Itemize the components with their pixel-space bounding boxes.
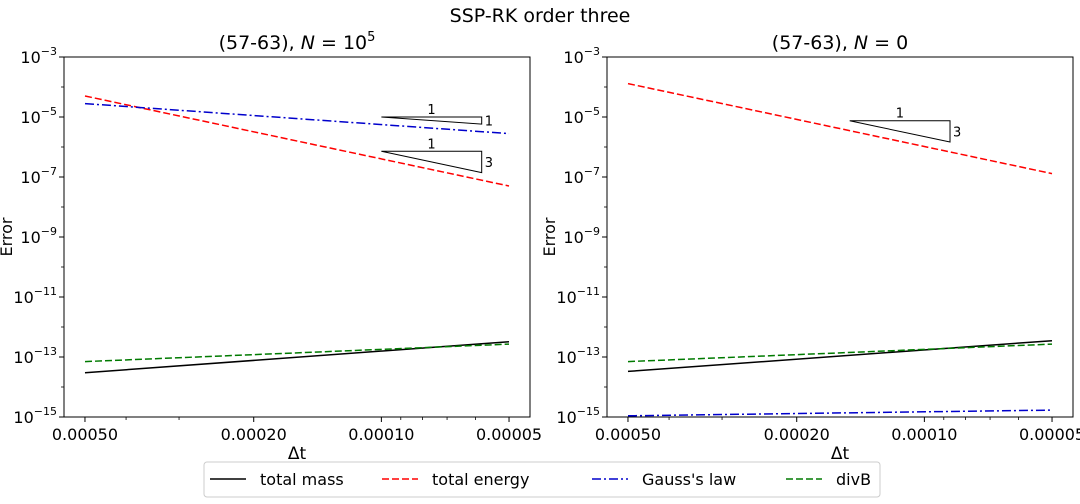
y-tick-base: 10 — [563, 48, 583, 67]
y-tick-label: 10−13 — [13, 345, 57, 367]
legend-label: total energy — [432, 470, 529, 489]
y-tick-base: 10 — [20, 168, 40, 187]
slope-run-label: 1 — [896, 107, 904, 122]
chart-title-eq: = — [315, 32, 343, 54]
y-tick-base: 10 — [556, 288, 576, 307]
y-tick-base: 10 — [20, 228, 40, 247]
y-tick-exp: −13 — [577, 345, 600, 358]
y-tick-base: 10 — [13, 288, 33, 307]
slope-triangle — [381, 116, 483, 125]
x-tick-label: 0.00005 — [476, 425, 542, 444]
chart-title: (57-63), N = 105 — [219, 30, 376, 54]
y-tick-exp: −9 — [584, 225, 600, 238]
plot-frame — [606, 56, 1074, 418]
x-axis-label: Δt — [831, 444, 850, 464]
chart-title-base: 10 — [343, 32, 367, 54]
legend-label: Gauss's law — [642, 470, 736, 489]
x-tick-label: 0.00010 — [348, 425, 414, 444]
y-tick-exp: −15 — [34, 405, 57, 418]
y-tick-base: 10 — [13, 408, 33, 427]
slope-run-label: 1 — [427, 137, 435, 152]
y-axis-label: Error — [0, 217, 16, 256]
y-tick-exp: −5 — [584, 105, 600, 118]
slope-triangle — [381, 150, 483, 174]
y-tick-label: 10−9 — [563, 225, 600, 247]
series-line-divb — [84, 343, 510, 363]
chart-right: (57-63), N = 010−1510−1310−1110−910−710−… — [540, 32, 1080, 464]
y-tick-base: 10 — [563, 168, 583, 187]
chart-title: (57-63), N = 0 — [772, 32, 908, 54]
series-line-total-mass — [627, 339, 1053, 373]
chart-title-eq: = 0 — [868, 32, 908, 54]
x-axis-label: Δt — [288, 444, 307, 464]
chart-title-prefix: (57-63), — [219, 32, 301, 54]
y-tick-base: 10 — [563, 228, 583, 247]
y-tick-exp: −11 — [577, 285, 600, 298]
slope-rise-label: 3 — [485, 156, 493, 171]
y-tick-label: 10−11 — [556, 285, 600, 307]
y-tick-label: 10−7 — [20, 165, 57, 187]
figure-title: SSP-RK order three — [450, 5, 631, 27]
chart-title-exp: 5 — [367, 30, 375, 45]
y-axis-label: Error — [540, 217, 559, 256]
y-tick-exp: −3 — [41, 45, 57, 58]
y-tick-base: 10 — [556, 348, 576, 367]
y-tick-base: 10 — [556, 408, 576, 427]
y-tick-base: 10 — [20, 48, 40, 67]
y-tick-label: 10−5 — [563, 105, 600, 127]
plot-frame — [63, 56, 531, 418]
y-tick-label: 10−15 — [556, 405, 600, 427]
series-line-divb — [627, 343, 1053, 363]
slope-triangle — [849, 120, 951, 143]
legend-frame — [203, 461, 881, 498]
y-tick-exp: −7 — [41, 165, 57, 178]
y-tick-label: 10−7 — [563, 165, 600, 187]
slope-rise-label: 1 — [485, 115, 493, 130]
y-tick-base: 10 — [563, 108, 583, 127]
y-tick-base: 10 — [13, 348, 33, 367]
y-tick-label: 10−15 — [13, 405, 57, 427]
y-tick-label: 10−3 — [563, 45, 600, 67]
y-tick-label: 10−13 — [556, 345, 600, 367]
x-tick-label: 0.00005 — [1019, 425, 1080, 444]
y-tick-exp: −7 — [584, 165, 600, 178]
series-line-gauss-s-law — [84, 102, 510, 135]
chart-left: (57-63), N = 10510−1510−1310−1110−910−71… — [0, 30, 542, 464]
chart-title-var: N — [854, 32, 868, 54]
y-tick-label: 10−9 — [20, 225, 57, 247]
chart-title-var: N — [301, 32, 315, 54]
legend-label: total mass — [260, 470, 344, 489]
y-tick-exp: −13 — [34, 345, 57, 358]
y-tick-exp: −3 — [584, 45, 600, 58]
series-line-total-energy — [627, 82, 1053, 175]
y-tick-label: 10−11 — [13, 285, 57, 307]
x-tick-label: 0.00020 — [764, 425, 830, 444]
slope-rise-label: 3 — [953, 125, 961, 140]
y-tick-label: 10−5 — [20, 105, 57, 127]
y-tick-exp: −9 — [41, 225, 57, 238]
y-tick-exp: −15 — [577, 405, 600, 418]
slope-run-label: 1 — [427, 103, 435, 118]
y-tick-label: 10−3 — [20, 45, 57, 67]
series-line-gauss-s-law — [627, 409, 1053, 417]
x-tick-label: 0.00020 — [221, 425, 287, 444]
y-tick-exp: −11 — [34, 285, 57, 298]
legend: total mass total energy Gauss's law divB — [203, 461, 881, 498]
y-tick-exp: −5 — [41, 105, 57, 118]
legend-label: divB — [836, 470, 871, 489]
series-line-total-energy — [84, 95, 510, 187]
chart-title-prefix: (57-63), — [772, 32, 854, 54]
x-tick-label: 0.00050 — [52, 425, 118, 444]
x-tick-label: 0.00010 — [891, 425, 957, 444]
y-tick-base: 10 — [20, 108, 40, 127]
x-tick-label: 0.00050 — [595, 425, 661, 444]
